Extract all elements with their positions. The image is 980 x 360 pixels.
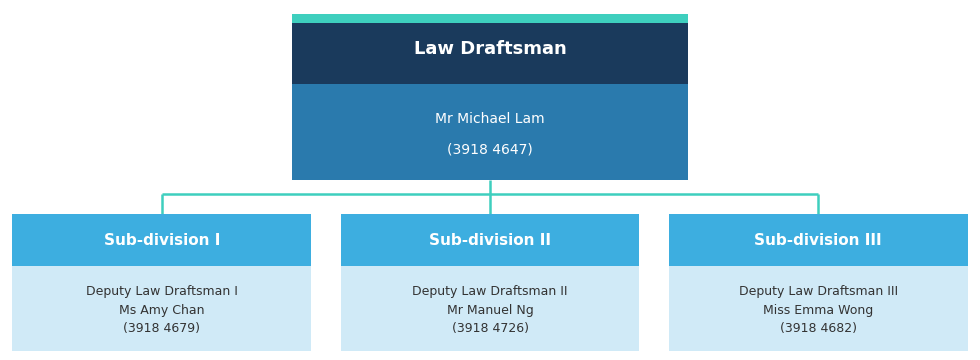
Text: Ms Amy Chan: Ms Amy Chan (119, 304, 205, 317)
FancyBboxPatch shape (13, 266, 312, 351)
FancyBboxPatch shape (292, 14, 688, 23)
Text: Deputy Law Draftsman II: Deputy Law Draftsman II (413, 285, 567, 298)
Text: (3918 4647): (3918 4647) (447, 142, 533, 156)
Text: Deputy Law Draftsman I: Deputy Law Draftsman I (86, 285, 237, 298)
Text: Deputy Law Draftsman III: Deputy Law Draftsman III (739, 285, 898, 298)
FancyBboxPatch shape (341, 214, 640, 266)
Text: Sub-division III: Sub-division III (755, 233, 882, 248)
FancyBboxPatch shape (292, 84, 688, 180)
FancyBboxPatch shape (668, 214, 968, 266)
Text: Mr Michael Lam: Mr Michael Lam (435, 112, 545, 126)
Text: Sub-division II: Sub-division II (429, 233, 551, 248)
Text: Sub-division I: Sub-division I (104, 233, 220, 248)
FancyBboxPatch shape (668, 266, 968, 351)
FancyBboxPatch shape (13, 214, 312, 266)
Text: (3918 4679): (3918 4679) (123, 323, 200, 336)
Text: (3918 4726): (3918 4726) (452, 323, 528, 336)
Text: Law Draftsman: Law Draftsman (414, 40, 566, 58)
Text: Mr Manuel Ng: Mr Manuel Ng (447, 304, 533, 317)
Text: (3918 4682): (3918 4682) (780, 323, 857, 336)
Text: Miss Emma Wong: Miss Emma Wong (763, 304, 873, 317)
FancyBboxPatch shape (341, 266, 640, 351)
FancyBboxPatch shape (292, 14, 688, 84)
